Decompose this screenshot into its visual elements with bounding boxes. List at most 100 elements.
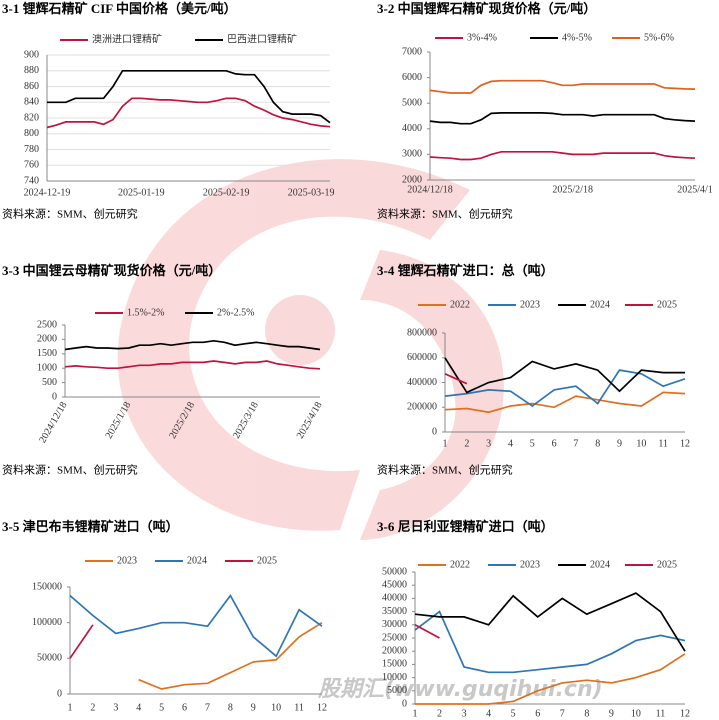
legend-label: 澳洲进口锂精矿 (92, 32, 162, 45)
series-line (444, 391, 686, 414)
x-tick-label: 8 (584, 708, 589, 719)
x-tick-label: 5 (511, 708, 516, 719)
x-tick-label: 2025/4/18 (295, 400, 325, 441)
y-tick-label: 860 (24, 81, 39, 92)
x-tick-label: 11 (658, 438, 668, 449)
series-line (414, 610, 686, 674)
chart-title: 3-1 锂辉石精矿 CIF 中国价格（美元/吨） (2, 1, 237, 16)
legend-label: 3%-4% (467, 32, 497, 43)
x-tick-label: 2025-01-19 (118, 187, 165, 198)
x-tick-label: 4 (508, 438, 513, 449)
y-tick-label: 1000 (37, 362, 57, 373)
x-tick-label: 1 (443, 438, 448, 449)
x-tick-label: 5 (530, 438, 535, 449)
x-tick-label: 6 (535, 708, 540, 719)
y-tick-label: 200000 (407, 402, 437, 413)
y-tick-label: 25000 (382, 632, 407, 643)
y-tick-label: 820 (24, 112, 39, 123)
series-line (429, 150, 696, 161)
y-tick-label: 15000 (382, 659, 407, 670)
series-line (415, 653, 686, 705)
y-tick-label: 10000 (382, 672, 407, 683)
source-note: 资料来源：SMM、创元研究 (377, 207, 513, 221)
series-line (69, 624, 94, 659)
x-tick-label: 3 (486, 438, 491, 449)
legend-label: 2023 (117, 555, 137, 566)
y-tick-label: 840 (24, 97, 39, 108)
x-tick-label: 11 (656, 708, 666, 719)
source-note: 资料来源：SMM、创元研究 (2, 463, 138, 477)
y-tick-label: 50000 (382, 566, 407, 577)
watermark: 股期汇(www.guqihui.cn) (317, 677, 603, 702)
series-line (444, 357, 685, 394)
x-tick-label: 2 (464, 438, 469, 449)
x-tick-label: 2025/3/18 (231, 400, 261, 441)
y-tick-label: 0 (402, 698, 407, 709)
background-logo (117, 159, 504, 540)
y-tick-label: 50000 (37, 653, 62, 664)
y-tick-label: 400000 (407, 377, 437, 388)
legend-label: 2%-2.5% (217, 307, 255, 318)
y-tick-label: 800000 (407, 327, 437, 338)
y-tick-label: 740 (24, 175, 39, 186)
x-tick-label: 4 (486, 708, 491, 719)
x-tick-label: 8 (595, 438, 600, 449)
x-tick-label: 5 (159, 702, 164, 713)
y-tick-label: 35000 (382, 606, 407, 617)
chart-title: 3-2 中国锂辉石精矿现货价格（元/吨） (377, 1, 596, 16)
legend-label: 2025 (657, 559, 677, 570)
chart-title: 3-4 锂辉石精矿进口：总（吨） (377, 263, 554, 278)
series-line (414, 624, 440, 639)
y-tick-label: 880 (24, 65, 39, 76)
x-tick-label: 10 (271, 702, 281, 713)
x-tick-label: 12 (680, 708, 690, 719)
y-tick-label: 0 (57, 688, 62, 699)
x-tick-label: 2024-12-19 (24, 187, 71, 198)
x-tick-label: 10 (636, 438, 646, 449)
y-tick-label: 7000 (402, 46, 422, 57)
y-tick-label: 0 (432, 426, 437, 437)
legend-label: 2025 (257, 555, 277, 566)
x-tick-label: 6 (182, 702, 187, 713)
y-tick-label: 6000 (402, 72, 422, 83)
y-tick-label: 30000 (382, 619, 407, 630)
x-tick-label: 3 (113, 702, 118, 713)
legend-label: 2022 (450, 559, 470, 570)
legend-label: 2025 (657, 299, 677, 310)
x-tick-label: 9 (617, 438, 622, 449)
legend-label: 4%-5% (562, 32, 592, 43)
y-tick-label: 5000 (387, 685, 407, 696)
source-note: 资料来源：SMM、创元研究 (2, 207, 138, 221)
x-tick-label: 3 (462, 708, 467, 719)
y-tick-label: 0 (52, 391, 57, 402)
chart-title: 3-5 津巴布韦锂精矿进口（吨） (2, 519, 179, 534)
legend-label: 2022 (450, 299, 470, 310)
y-tick-label: 150000 (32, 581, 62, 592)
series-line (46, 97, 331, 129)
x-tick-label: 9 (251, 702, 256, 713)
x-tick-label: 2025-02-19 (203, 187, 250, 198)
series-line (444, 369, 686, 408)
legend-label: 2023 (520, 559, 540, 570)
series-line (138, 621, 323, 690)
y-tick-label: 900 (24, 49, 39, 60)
y-tick-label: 100000 (32, 617, 62, 628)
series-line (69, 594, 323, 658)
legend-label: 1.5%-2% (127, 307, 165, 318)
y-tick-label: 2000 (402, 174, 422, 185)
x-tick-label: 12 (317, 702, 327, 713)
y-tick-label: 500 (42, 377, 57, 388)
series-line (414, 592, 686, 652)
x-tick-label: 2025/2/18 (552, 184, 593, 195)
legend-label: 2023 (520, 299, 540, 310)
source-note: 资料来源：SMM、创元研究 (377, 463, 513, 477)
x-tick-label: 2 (437, 708, 442, 719)
legend-label: 2024 (590, 559, 610, 570)
x-tick-label: 10 (631, 708, 641, 719)
x-tick-label: 7 (560, 708, 565, 719)
series-line (47, 69, 331, 124)
chart-title: 3-6 尼日利亚锂精矿进口（吨） (377, 519, 554, 534)
x-tick-label: 2024/12/18 (37, 400, 69, 445)
y-tick-label: 20000 (382, 645, 407, 656)
